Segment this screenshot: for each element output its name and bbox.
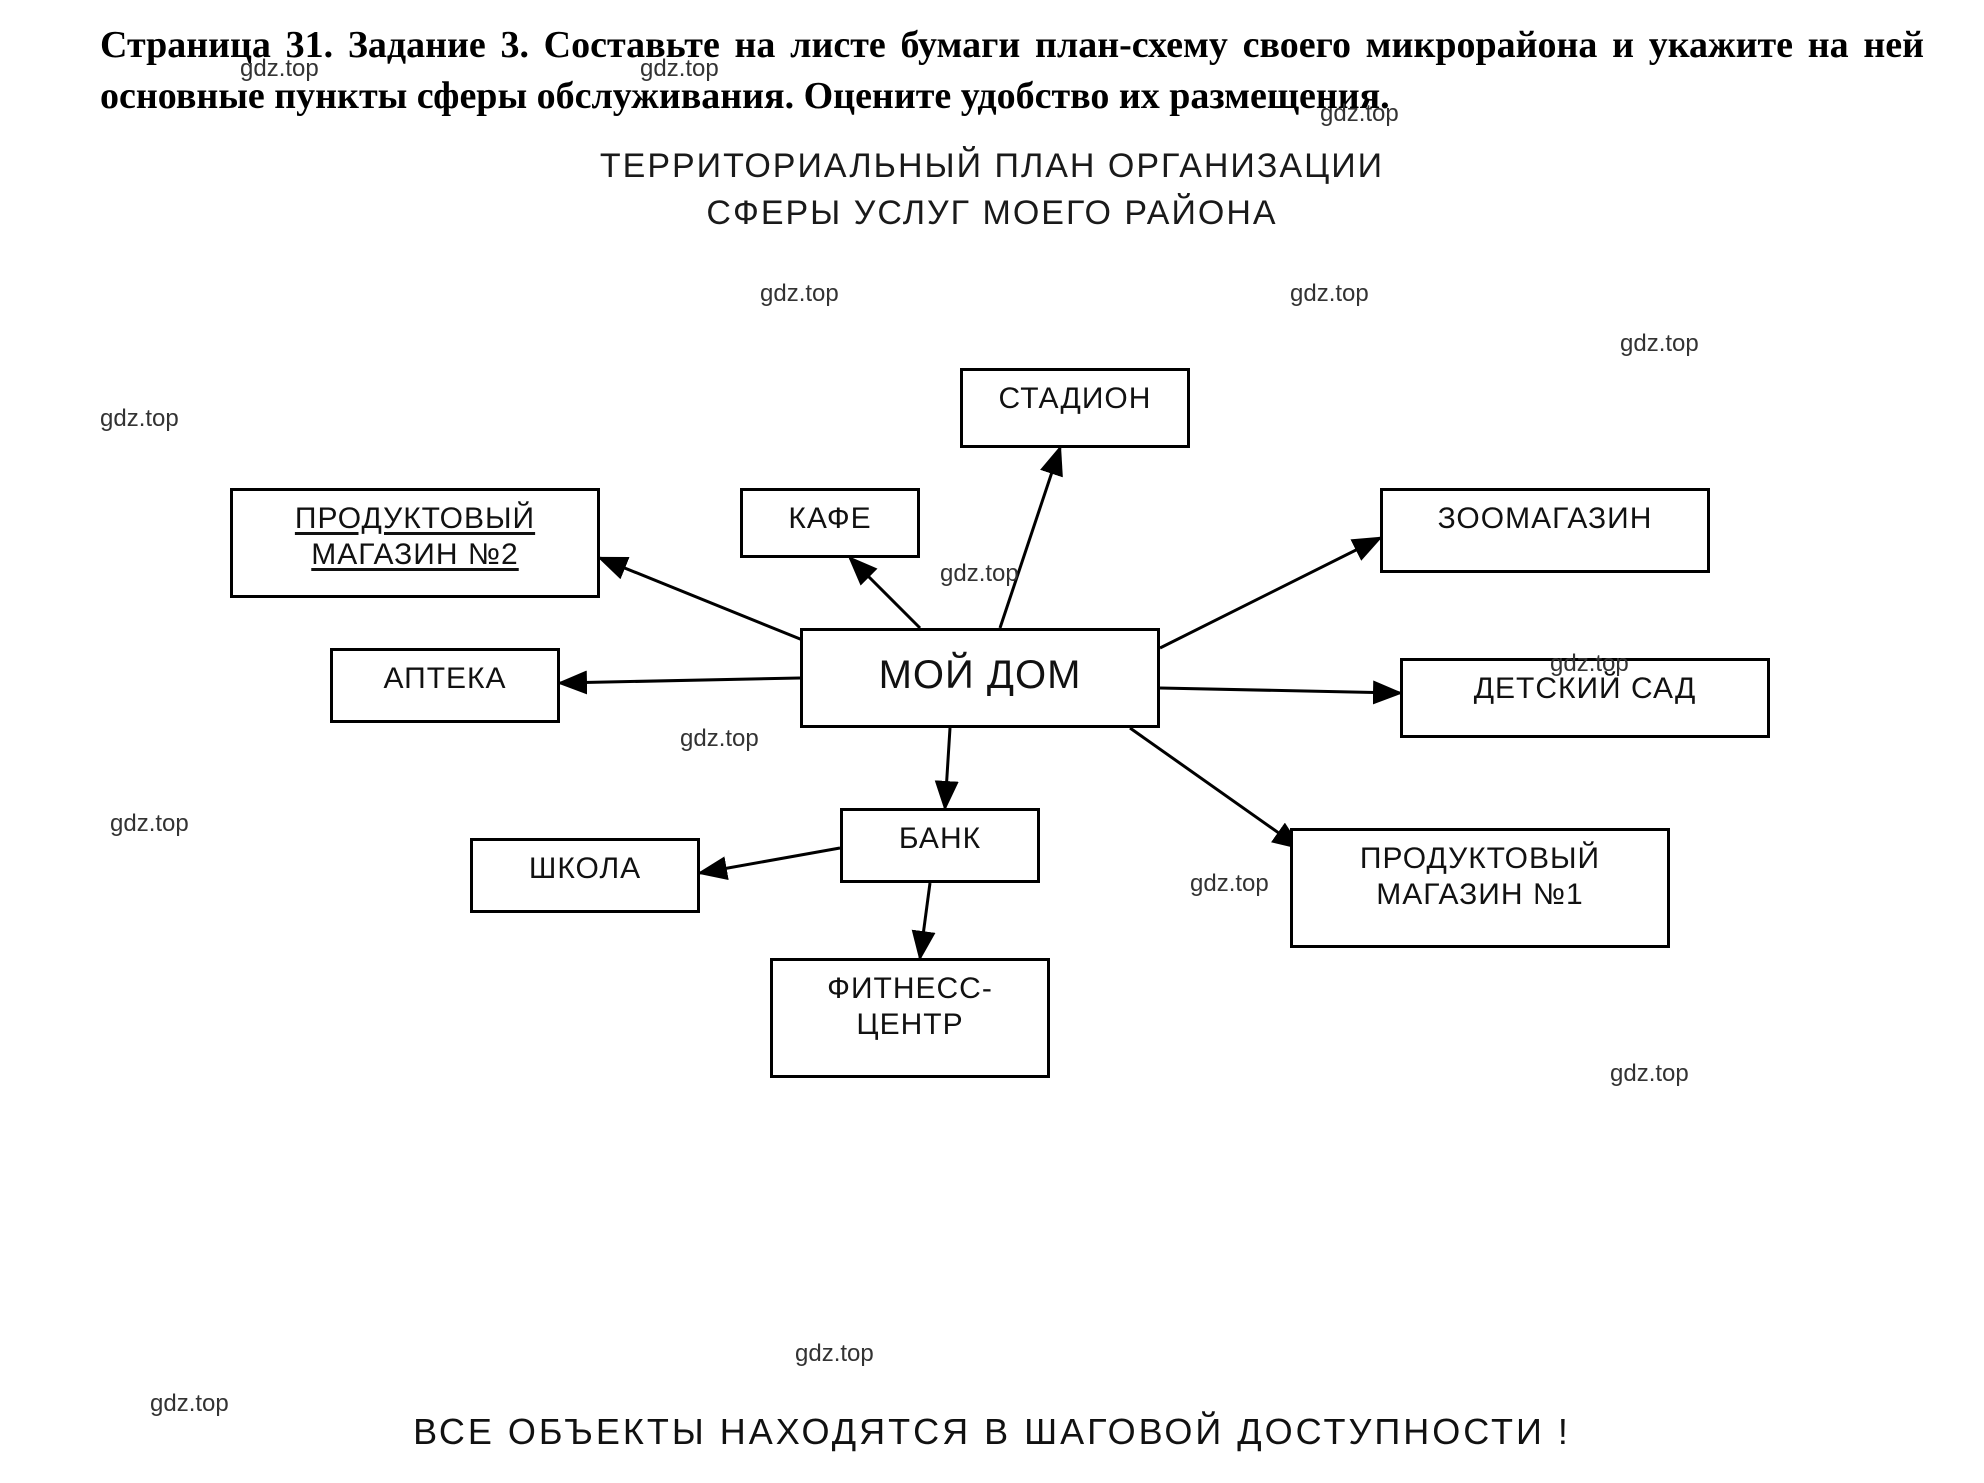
watermark: gdz.top bbox=[1550, 650, 1629, 678]
watermark: gdz.top bbox=[1320, 100, 1399, 128]
node-fitness: ФИТНЕСС- ЦЕНТР bbox=[770, 958, 1050, 1078]
watermark: gdz.top bbox=[795, 1340, 874, 1368]
watermark: gdz.top bbox=[760, 280, 839, 308]
node-store1: ПРОДУКТОВЫЙ МАГАЗИН №1 bbox=[1290, 828, 1670, 948]
footer-note: ВСЕ ОБЪЕКТЫ НАХОДЯТСЯ В ШАГОВОЙ ДОСТУПНО… bbox=[0, 1411, 1984, 1453]
watermark: gdz.top bbox=[150, 1390, 229, 1418]
node-store2: ПРОДУКТОВЫЙ МАГАЗИН №2 bbox=[230, 488, 600, 598]
watermark: gdz.top bbox=[1610, 1060, 1689, 1088]
diagram-area: МОЙ ДОМ СТАДИОН КАФЕ ЗООМАГАЗИН ДЕТСКИЙ … bbox=[0, 238, 1984, 1138]
watermark: gdz.top bbox=[240, 55, 319, 83]
watermark: gdz.top bbox=[1190, 870, 1269, 898]
diagram-title: ТЕРРИТОРИАЛЬНЫЙ ПЛАН ОРГАНИЗАЦИИ СФЕРЫ У… bbox=[0, 143, 1984, 238]
watermark: gdz.top bbox=[110, 810, 189, 838]
diagram-title-line2: СФЕРЫ УСЛУГ МОЕГО РАЙОНА bbox=[0, 190, 1984, 238]
node-pharmacy: АПТЕКА bbox=[330, 648, 560, 723]
footer-note-text: ВСЕ ОБЪЕКТЫ НАХОДЯТСЯ В ШАГОВОЙ ДОСТУПНО… bbox=[413, 1411, 1571, 1452]
node-zoo: ЗООМАГАЗИН bbox=[1380, 488, 1710, 573]
watermark: gdz.top bbox=[1620, 330, 1699, 358]
watermark: gdz.top bbox=[940, 560, 1019, 588]
node-stadium: СТАДИОН bbox=[960, 368, 1190, 448]
node-bank: БАНК bbox=[840, 808, 1040, 883]
node-school: ШКОЛА bbox=[470, 838, 700, 913]
watermark: gdz.top bbox=[680, 725, 759, 753]
watermark: gdz.top bbox=[100, 405, 179, 433]
node-cafe: КАФЕ bbox=[740, 488, 920, 558]
node-center: МОЙ ДОМ bbox=[800, 628, 1160, 728]
task-header-text: Страница 31. Задание 3. Составьте на лис… bbox=[100, 24, 1924, 117]
diagram-title-line1: ТЕРРИТОРИАЛЬНЫЙ ПЛАН ОРГАНИЗАЦИИ bbox=[0, 143, 1984, 191]
watermark: gdz.top bbox=[1290, 280, 1369, 308]
watermark: gdz.top bbox=[640, 55, 719, 83]
